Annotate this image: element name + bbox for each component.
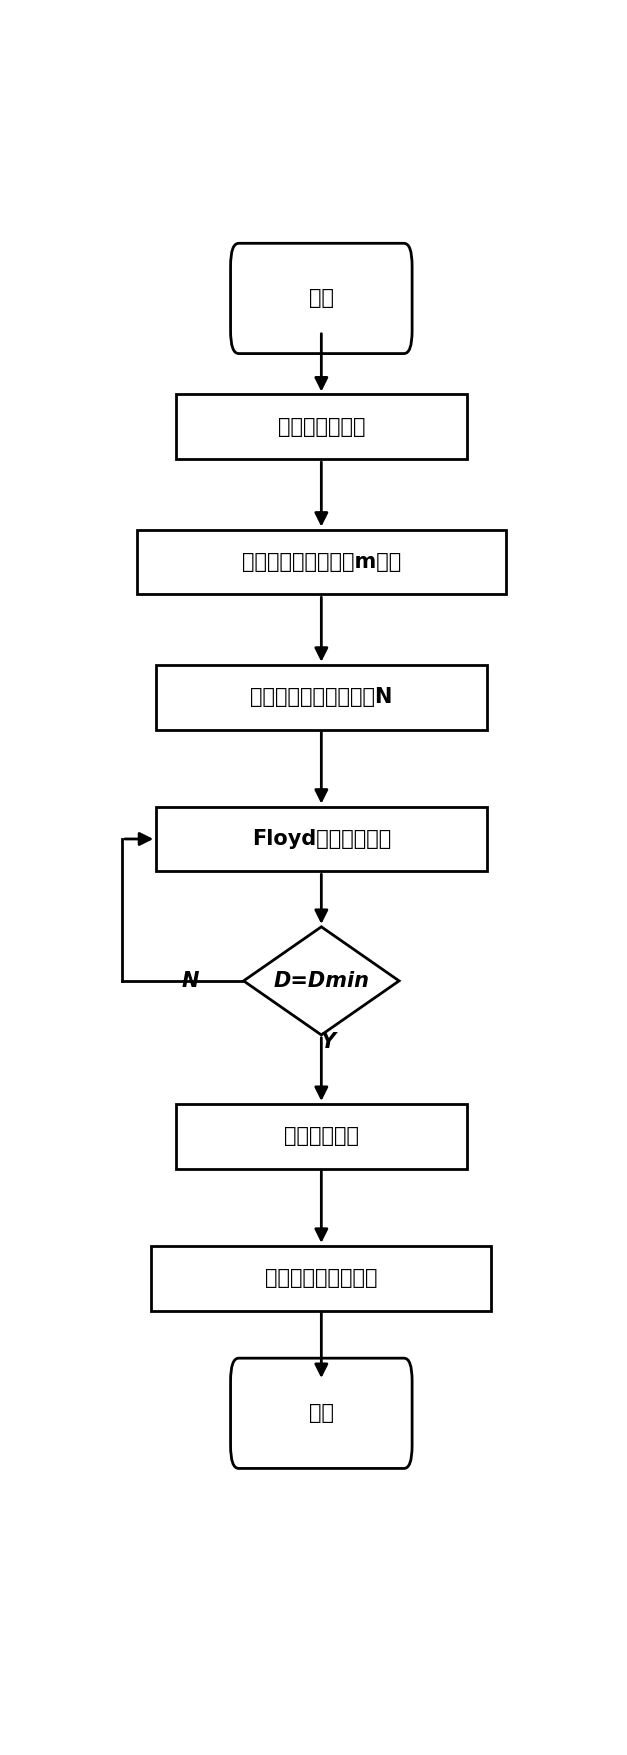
- Bar: [156, 807, 487, 872]
- Polygon shape: [243, 927, 399, 1035]
- Text: 开始: 开始: [309, 288, 334, 309]
- Bar: [151, 1246, 492, 1311]
- Text: 输出选址与定容结果: 输出选址与定容结果: [265, 1269, 377, 1288]
- Text: Floyd算法优化选址: Floyd算法优化选址: [251, 828, 391, 849]
- FancyBboxPatch shape: [231, 1358, 412, 1469]
- Text: N: N: [181, 971, 199, 992]
- Text: 输入需求点数据: 输入需求点数据: [278, 418, 365, 437]
- Text: D=Dmin: D=Dmin: [273, 971, 369, 992]
- Text: Y: Y: [321, 1032, 336, 1051]
- Bar: [137, 530, 506, 595]
- Text: 充电站内充电桩数量m预估: 充电站内充电桩数量m预估: [242, 553, 401, 572]
- Bar: [176, 395, 467, 460]
- FancyBboxPatch shape: [231, 244, 412, 353]
- Text: 规划区域内充电站数量N: 规划区域内充电站数量N: [250, 688, 393, 707]
- Text: 结束: 结束: [309, 1404, 334, 1423]
- Bar: [156, 665, 487, 730]
- Bar: [176, 1104, 467, 1169]
- Text: 排队理论定容: 排队理论定容: [284, 1127, 359, 1146]
